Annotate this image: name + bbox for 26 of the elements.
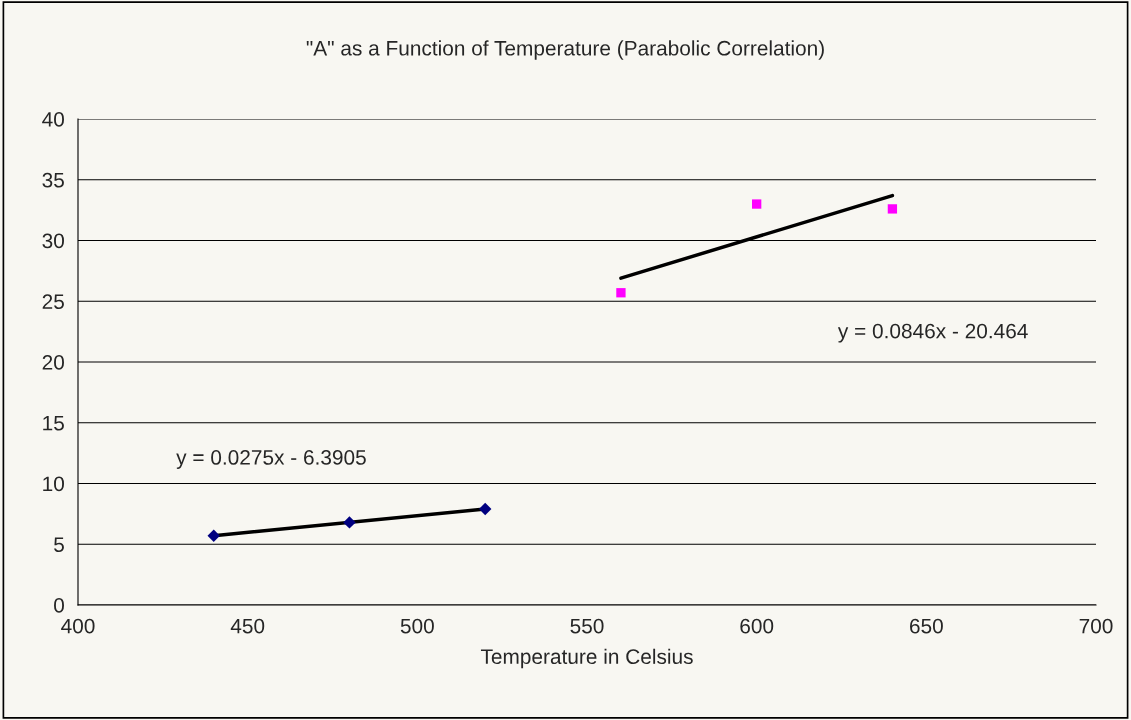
y-tick-label: 40 bbox=[42, 112, 64, 127]
y-tick-label: 10 bbox=[43, 476, 64, 492]
annotation: y = 0.0275x - 6.3905 bbox=[176, 450, 366, 469]
y-tick-label: 5 bbox=[54, 537, 64, 552]
x-tick-label: 500 bbox=[400, 618, 434, 634]
point bbox=[478, 502, 492, 516]
point bbox=[887, 204, 898, 214]
x-tick-label: 650 bbox=[910, 618, 943, 634]
x-tick-label: 450 bbox=[230, 618, 265, 634]
y-tick-label: 35 bbox=[42, 172, 64, 188]
x-tick-label: 400 bbox=[61, 618, 95, 634]
x-tick-label: 550 bbox=[570, 618, 604, 634]
chart-title: "A" as a Function of Temperature (Parabolic Correlation) bbox=[306, 40, 824, 60]
y-tick-label: 30 bbox=[42, 233, 64, 249]
y-tick-label: 0 bbox=[54, 598, 64, 613]
point bbox=[343, 516, 356, 529]
point bbox=[752, 199, 762, 209]
x-tick-label: 600 bbox=[740, 618, 774, 634]
point bbox=[616, 288, 626, 298]
y-tick-label: 15 bbox=[43, 415, 64, 431]
annotation: y = 0.0846x - 20.464 bbox=[837, 323, 1028, 343]
y-tick-label: 20 bbox=[42, 355, 64, 370]
point bbox=[207, 529, 220, 542]
x-tick-label: 700 bbox=[1079, 618, 1113, 634]
y-tick-label: 25 bbox=[42, 294, 64, 309]
x-axis-title: Temperature in Celsius bbox=[480, 648, 693, 669]
